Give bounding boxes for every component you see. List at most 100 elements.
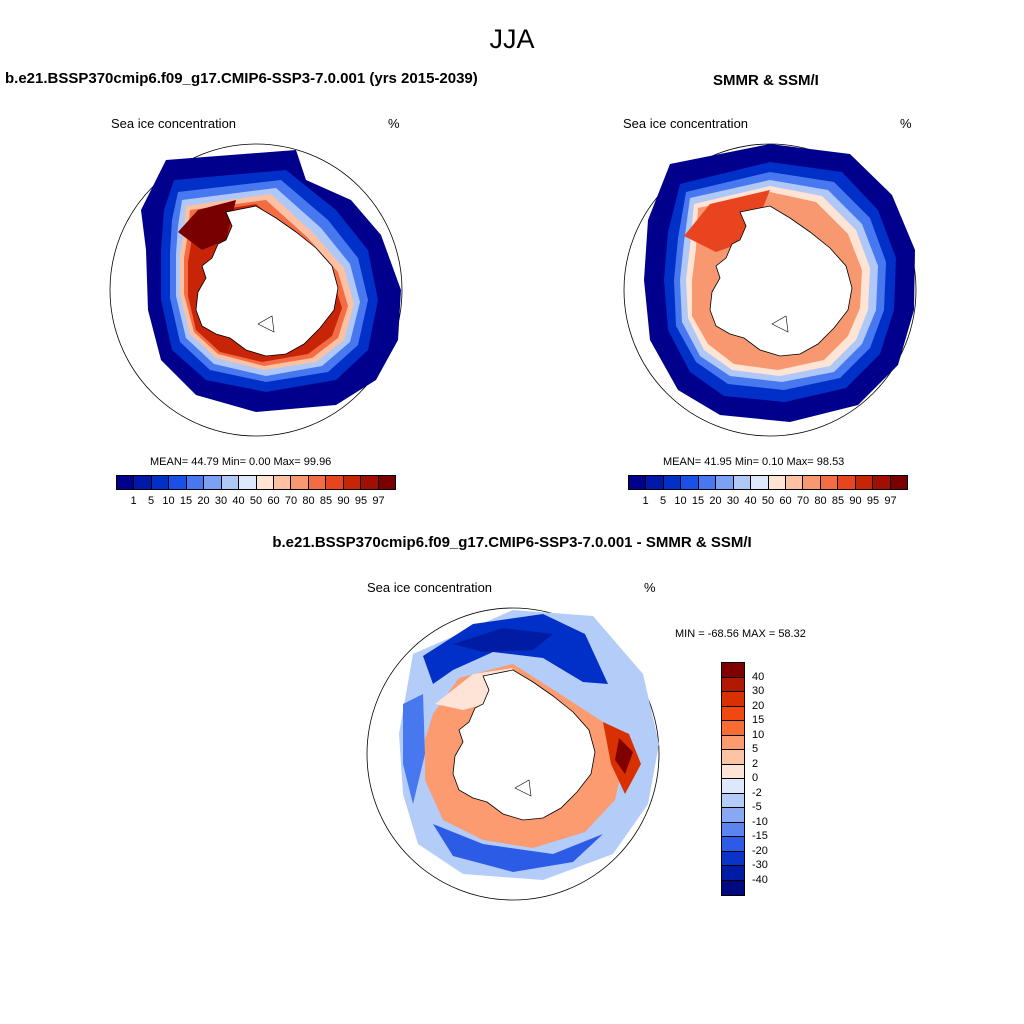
colorbar-label: 15 <box>691 495 705 507</box>
colorbar-label: -10 <box>752 815 768 828</box>
colorbar-swatch <box>663 476 682 489</box>
colorbar-label: 10 <box>674 495 687 507</box>
season-title: JJA <box>489 24 535 54</box>
colorbar-swatch <box>722 851 744 866</box>
obs-antarctica <box>709 205 853 357</box>
colorbar-swatch <box>722 779 744 794</box>
colorbar-label: 85 <box>831 495 845 507</box>
colorbar-label: 50 <box>249 495 263 507</box>
colorbar-swatch <box>722 764 744 779</box>
diff-negative-south <box>433 824 603 872</box>
model-stats: MEAN= 44.79 Min= 0.00 Max= 99.96 <box>150 456 332 468</box>
colorbar-label: 20 <box>709 495 722 507</box>
colorbar-label: -2 <box>752 786 762 799</box>
model-units-label: % <box>388 116 400 131</box>
colorbar-swatch <box>722 866 744 881</box>
diff-positive-east-core <box>615 738 633 774</box>
colorbar-swatch <box>629 476 647 489</box>
colorbar-swatch <box>646 476 664 489</box>
diff-antarctica <box>452 669 596 821</box>
colorbar-label: 5 <box>659 495 667 507</box>
diff-sea-ice-map <box>366 607 660 901</box>
colorbar-label: 1 <box>642 495 649 507</box>
model-ice-core <box>178 200 236 250</box>
colorbar-swatch <box>291 476 309 489</box>
colorbar-swatch <box>204 476 222 489</box>
colorbar-label: 90 <box>337 495 350 507</box>
colorbar-label: 85 <box>319 495 333 507</box>
colorbar-swatch <box>722 750 744 765</box>
colorbar-swatch <box>751 476 769 489</box>
colorbar-swatch <box>722 721 744 736</box>
colorbar-label: 70 <box>284 495 298 507</box>
colorbar-label: 95 <box>354 495 368 507</box>
colorbar-swatch <box>768 476 786 489</box>
colorbar-label: 30 <box>726 495 740 507</box>
colorbar-swatch <box>722 837 744 852</box>
colorbar-label: 60 <box>267 495 280 507</box>
colorbar-swatch <box>134 476 152 489</box>
colorbar-swatch <box>698 476 717 489</box>
colorbar-label: 97 <box>884 495 897 507</box>
colorbar-label: 20 <box>752 699 765 712</box>
colorbar-swatch <box>722 808 744 823</box>
colorbar-label: -5 <box>752 801 762 813</box>
colorbar-swatch <box>785 476 804 489</box>
model-colorbar-labels: 1 5 10 15 20 30 40 50 60 70 80 85 90 95 97 <box>116 495 396 509</box>
colorbar-label: 90 <box>849 495 862 507</box>
colorbar-swatch <box>151 476 170 489</box>
colorbar-swatch <box>343 476 362 489</box>
colorbar-label: 1 <box>130 495 137 507</box>
colorbar-label: 20 <box>197 495 210 507</box>
diff-negative-west <box>403 694 425 804</box>
colorbar-label: 10 <box>162 495 175 507</box>
colorbar-swatch <box>722 677 744 692</box>
colorbar-label: 80 <box>302 495 315 507</box>
colorbar-label: 2 <box>752 757 759 770</box>
obs-variable-label: Sea ice concentration <box>623 116 749 131</box>
diff-units-label: % <box>644 580 656 595</box>
colorbar-swatch <box>873 476 891 489</box>
colorbar-swatch <box>722 793 744 808</box>
colorbar-label: 95 <box>866 495 880 507</box>
colorbar-swatch <box>326 476 344 489</box>
colorbar-swatch <box>838 476 856 489</box>
colorbar-label: -15 <box>752 830 768 842</box>
colorbar-label: 30 <box>752 685 765 697</box>
diff-negative-north-core <box>453 628 553 652</box>
colorbar-swatch <box>117 476 135 489</box>
colorbar-swatch <box>722 692 744 707</box>
colorbar-label: 30 <box>214 495 228 507</box>
colorbar-swatch <box>169 476 187 489</box>
obs-colorbar <box>628 475 908 490</box>
colorbar-swatch <box>722 822 744 837</box>
diff-panel-title: b.e21.BSSP370cmip6.f09_g17.CMIP6-SSP3-7.… <box>272 534 752 551</box>
diff-variable-label: Sea ice concentration <box>367 580 493 595</box>
obs-stats: MEAN= 41.95 Min= 0.10 Max= 98.53 <box>663 456 845 468</box>
colorbar-label: 60 <box>779 495 792 507</box>
colorbar-label: 40 <box>232 495 245 507</box>
colorbar-swatch <box>722 706 744 721</box>
colorbar-swatch <box>820 476 839 489</box>
colorbar-label: 0 <box>752 772 759 784</box>
colorbar-label: 97 <box>372 495 385 507</box>
obs-colorbar-labels: 1 5 10 15 20 30 40 50 60 70 80 85 90 95 97 <box>628 495 908 509</box>
colorbar-label: -40 <box>752 873 768 886</box>
colorbar-label: 40 <box>744 495 757 507</box>
colorbar-label: 15 <box>179 495 193 507</box>
model-antarctica <box>195 205 339 357</box>
colorbar-swatch <box>681 476 699 489</box>
colorbar-label: 50 <box>761 495 775 507</box>
colorbar-swatch <box>716 476 734 489</box>
colorbar-swatch <box>722 735 744 750</box>
colorbar-swatch <box>256 476 274 489</box>
model-variable-label: Sea ice concentration <box>111 116 237 131</box>
colorbar-swatch <box>186 476 205 489</box>
colorbar-label: 5 <box>752 743 759 755</box>
colorbar-label: -30 <box>752 859 768 871</box>
colorbar-swatch <box>378 476 395 489</box>
obs-panel-title: SMMR & SSM/I <box>713 72 819 89</box>
diff-minmax: MIN = -68.56 MAX = 58.32 <box>675 628 806 640</box>
obs-sea-ice-map <box>623 143 917 437</box>
colorbar-swatch <box>273 476 292 489</box>
